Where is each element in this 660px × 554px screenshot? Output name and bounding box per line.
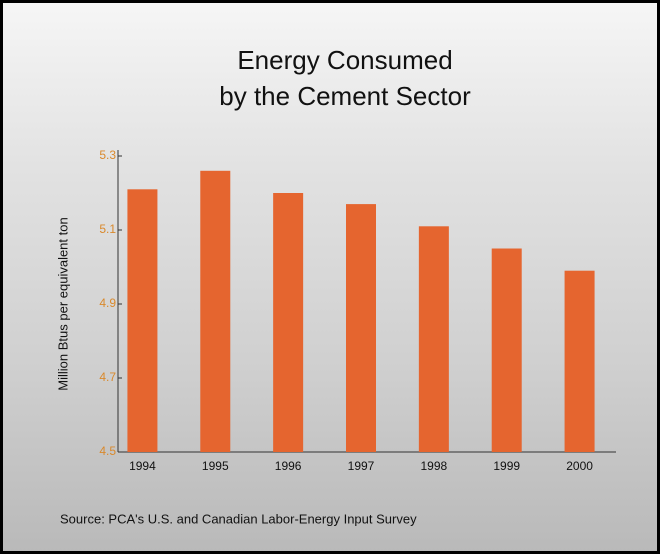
bar (346, 204, 376, 452)
bar (200, 170, 231, 453)
x-tick-label: 1995 (202, 459, 229, 473)
source-note: Source: PCA's U.S. and Canadian Labor-En… (60, 511, 417, 526)
bar (127, 189, 158, 453)
x-tick-label: 1994 (129, 459, 156, 473)
y-tick-label: 5.1 (99, 222, 116, 236)
x-tick-label: 1998 (421, 459, 448, 473)
x-tick-label: 1997 (348, 459, 375, 473)
x-tick-label: 1999 (493, 459, 520, 473)
y-tick-label: 4.7 (99, 370, 116, 384)
x-tick-label: 1996 (275, 459, 302, 473)
y-tick-label: 5.3 (99, 148, 116, 162)
y-tick-label: 4.5 (99, 444, 116, 458)
y-tick-label: 4.9 (99, 296, 116, 310)
bar (491, 248, 522, 452)
chart-title: by the Cement Sector (219, 81, 471, 111)
bar (564, 270, 595, 452)
bar (418, 226, 449, 452)
chart-title: Energy Consumed (237, 45, 452, 75)
y-axis-label: Million Btus per equivalent ton (55, 217, 70, 390)
x-tick-label: 2000 (566, 459, 593, 473)
bar (273, 193, 304, 452)
